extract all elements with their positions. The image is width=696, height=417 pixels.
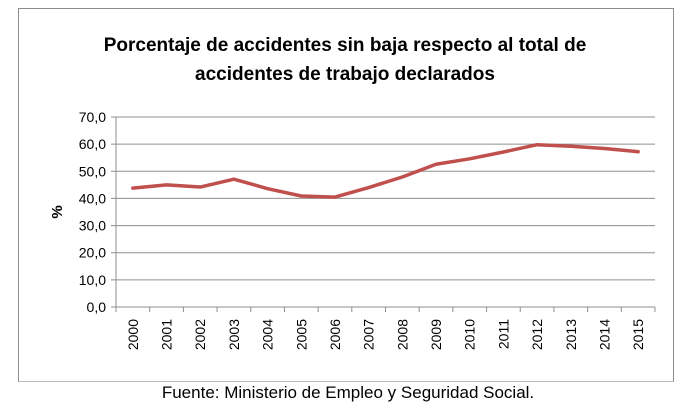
x-tick-label: 2010	[462, 319, 478, 350]
x-tick-label: 2003	[226, 319, 242, 350]
x-tick-label: 2007	[361, 319, 377, 350]
y-tick-label: 40,0	[79, 190, 106, 206]
data-point	[333, 195, 337, 199]
data-point	[198, 185, 202, 189]
data-point	[434, 162, 438, 166]
data-point	[535, 143, 539, 147]
y-tick-label: 10,0	[79, 272, 106, 288]
x-tick-label: 2002	[192, 319, 208, 350]
data-point	[400, 175, 404, 179]
x-tick-label: 2013	[563, 319, 579, 350]
gridlines	[116, 116, 655, 281]
x-tick-label: 2006	[327, 319, 343, 350]
x-tick-labels: 2000 2001 2002 2003 2004 2005 2006 2007 2008 2009…	[125, 319, 646, 350]
data-point	[468, 157, 472, 161]
series-layer	[131, 142, 640, 199]
data-point	[266, 187, 270, 191]
source-note: Fuente: Ministerio de Empleo y Seguridad…	[161, 383, 535, 402]
x-tick-label: 2009	[428, 319, 444, 350]
data-point	[232, 177, 236, 181]
x-tick-label: 2014	[596, 319, 612, 350]
y-tick-label: 60,0	[79, 136, 106, 152]
line-chart: Porcentaje de accidentes sin baja respec…	[49, 35, 656, 350]
data-point	[569, 144, 573, 148]
x-tick-label: 2000	[125, 319, 141, 350]
x-tick-label: 2015	[630, 319, 646, 350]
chart-title-line-1: Porcentaje de accidentes sin baja respec…	[104, 35, 587, 56]
y-tick-label: 70,0	[79, 109, 106, 125]
x-tick-label: 2011	[495, 319, 511, 349]
y-axis-label: %	[49, 205, 66, 218]
x-tick-label: 2008	[394, 319, 410, 350]
x-tick-label: 2004	[260, 319, 276, 350]
x-tick-label: 2001	[159, 319, 175, 350]
series-line	[131, 142, 640, 199]
y-tick-labels: 0,0 10,0 20,0 30,0 40,0 50,0 60,0 70,0	[79, 109, 106, 315]
y-tick-label: 20,0	[79, 245, 106, 261]
data-point	[299, 194, 303, 198]
x-tick-label: 2005	[293, 319, 309, 350]
data-point	[501, 150, 505, 154]
y-tick-label: 0,0	[87, 299, 107, 315]
chart-title-line-2: accidentes de trabajo declarados	[195, 64, 495, 85]
data-point	[165, 183, 169, 187]
y-tick-label: 50,0	[79, 163, 106, 179]
x-tick-label: 2012	[529, 319, 545, 350]
data-point	[131, 186, 135, 190]
y-tick-label: 30,0	[79, 218, 106, 234]
data-point	[636, 150, 640, 154]
data-point	[367, 186, 371, 190]
axes	[111, 116, 656, 312]
data-point	[602, 146, 606, 150]
